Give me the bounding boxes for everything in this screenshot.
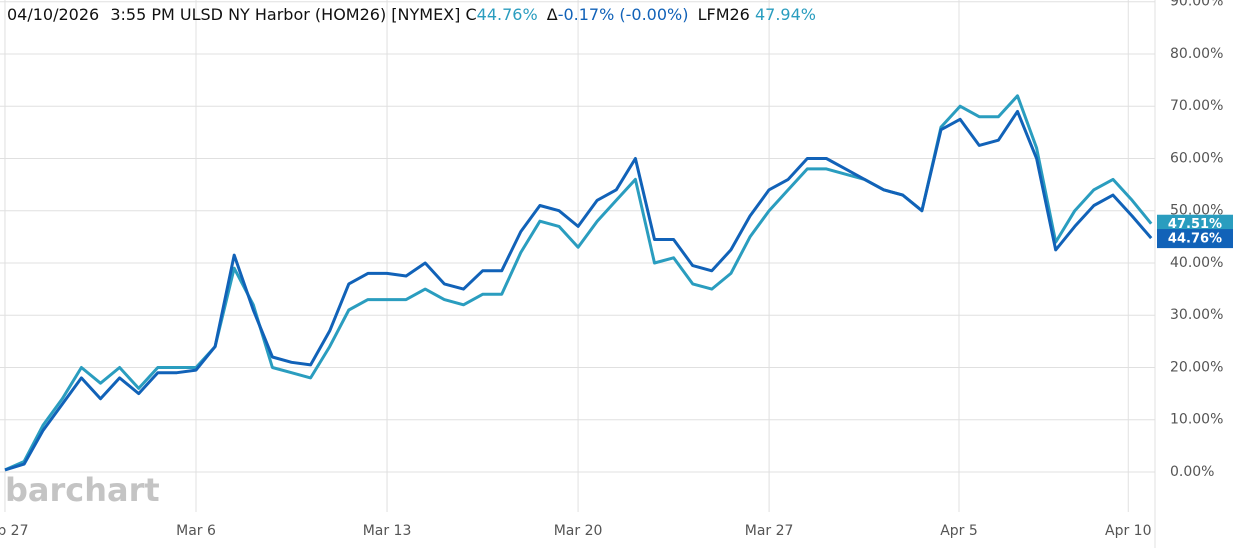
last-value-label: 47.51% (1168, 217, 1222, 232)
header-date: 04/10/2026 (7, 5, 99, 24)
header-change-label: Δ (547, 5, 558, 24)
series-line (4, 109, 1153, 472)
x-tick-label: Mar 6 (176, 523, 216, 539)
y-tick-label: 80.00% (1170, 46, 1223, 62)
x-tick-label: Feb 27 (0, 523, 28, 539)
y-tick-label: 70.00% (1170, 98, 1223, 114)
header-second-name: LFM26 (698, 5, 750, 24)
watermark: barchart (5, 471, 160, 509)
grid (0, 0, 1156, 548)
y-tick-label: 90.00% (1170, 0, 1223, 10)
x-tick-label: Mar 13 (363, 523, 412, 539)
header-close-label: C (465, 5, 476, 24)
header-symbol: ULSD NY Harbor (HOM26) [NYMEX] (180, 5, 461, 24)
header-second: 47.94% (755, 5, 816, 24)
x-tick-label: Mar 27 (745, 523, 794, 539)
x-tick-label: Mar 20 (554, 523, 603, 539)
last-value-box (1157, 214, 1233, 234)
header-close: 44.76% (477, 5, 538, 24)
last-value-box (1157, 229, 1233, 249)
y-tick-label: 50.00% (1170, 203, 1223, 219)
header: 04/10/2026 3:55 PM ULSD NY Harbor (HOM26… (7, 5, 816, 24)
y-tick-label: 40.00% (1170, 255, 1223, 271)
y-tick-label: 60.00% (1170, 150, 1223, 166)
y-tick-label: 20.00% (1170, 359, 1223, 375)
x-tick-label: Apr 10 (1105, 523, 1151, 539)
series-line (4, 94, 1153, 472)
y-tick-label: 0.00% (1170, 464, 1214, 480)
y-tick-label: 30.00% (1170, 307, 1223, 323)
lines (4, 94, 1153, 472)
header-change: -0.17% (-0.00%) (558, 5, 689, 24)
y-tick-label: 10.00% (1170, 412, 1223, 428)
x-tick-label: Apr 5 (940, 523, 978, 539)
last-value-label: 44.76% (1168, 232, 1222, 247)
header-time: 3:55 PM (110, 5, 174, 24)
